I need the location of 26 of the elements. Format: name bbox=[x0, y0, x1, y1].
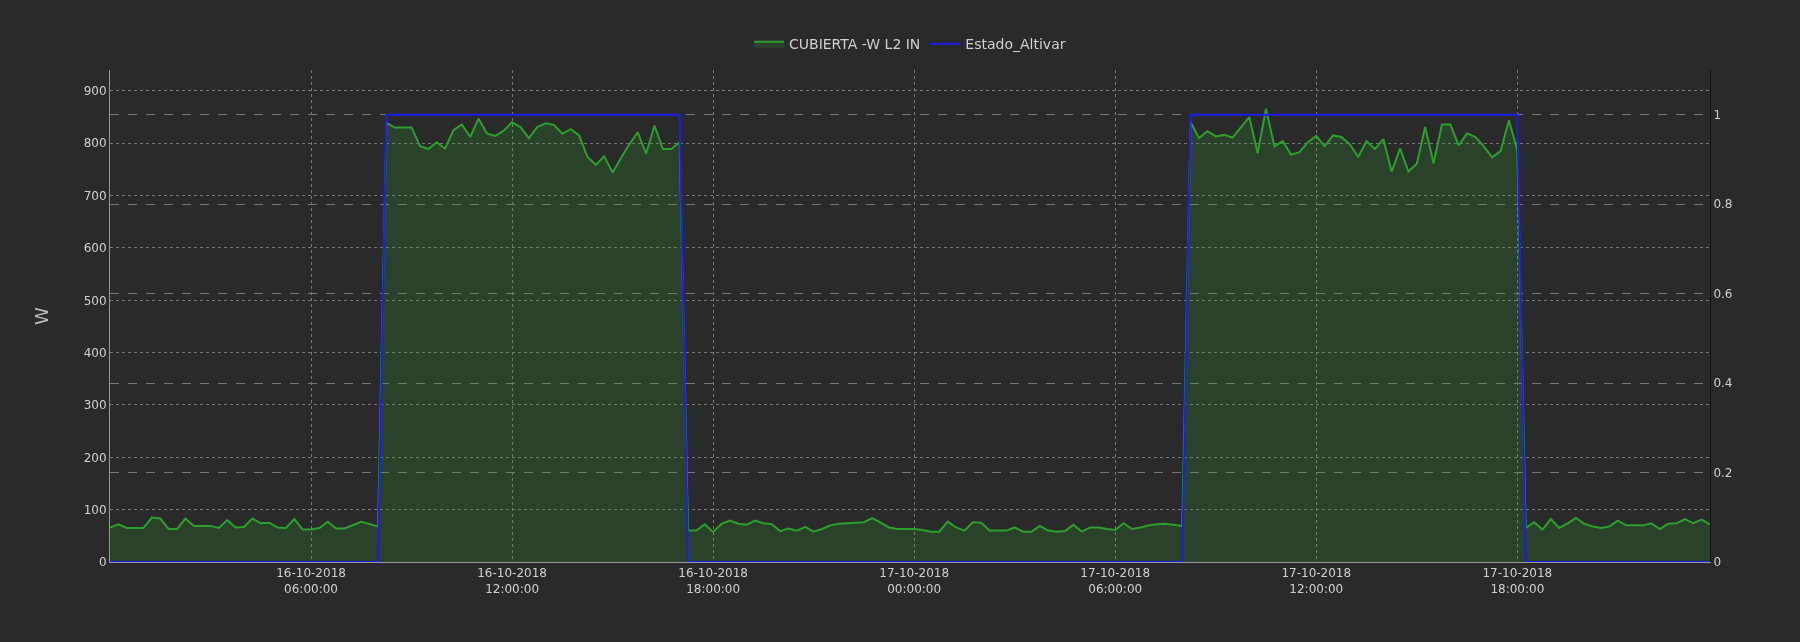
x-tick-label: 17-10-2018 06:00:00 bbox=[1080, 566, 1151, 596]
y2-tick-label: 0.6 bbox=[1713, 286, 1733, 301]
y-tick-label: 200 bbox=[83, 450, 107, 465]
y2-tick-label: 1 bbox=[1713, 107, 1722, 122]
y-tick-label: 800 bbox=[83, 136, 107, 151]
y-tick-label: 900 bbox=[83, 84, 107, 99]
x-tick-label: 17-10-2018 00:00:00 bbox=[879, 566, 950, 596]
legend-label: Estado_Altivar bbox=[965, 36, 1066, 53]
y2-tick-label: 0.2 bbox=[1713, 465, 1733, 480]
x-tick-label: 17-10-2018 18:00:00 bbox=[1482, 566, 1553, 596]
legend-label: CUBIERTA -W L2 IN bbox=[789, 36, 921, 53]
y-tick-label: 700 bbox=[83, 188, 107, 203]
y-tick-label: 100 bbox=[83, 502, 107, 517]
y2-tick-label: 0 bbox=[1713, 555, 1722, 570]
y2-tick-label: 0.8 bbox=[1713, 197, 1733, 212]
x-tick-label: 16-10-2018 06:00:00 bbox=[276, 566, 346, 596]
y-tick-label: 300 bbox=[83, 398, 107, 413]
x-tick-label: 16-10-2018 18:00:00 bbox=[678, 566, 749, 596]
y-tick-label: 500 bbox=[83, 293, 107, 308]
y-tick-label: 0 bbox=[98, 555, 107, 570]
y2-tick-label: 0.4 bbox=[1713, 376, 1733, 391]
y-tick-label: 600 bbox=[83, 241, 107, 256]
y-axis-title: W bbox=[30, 306, 52, 325]
x-tick-label: 17-10-2018 12:00:00 bbox=[1281, 566, 1352, 596]
x-tick-label: 16-10-2018 12:00:00 bbox=[477, 566, 547, 596]
y-tick-label: 400 bbox=[83, 345, 107, 360]
